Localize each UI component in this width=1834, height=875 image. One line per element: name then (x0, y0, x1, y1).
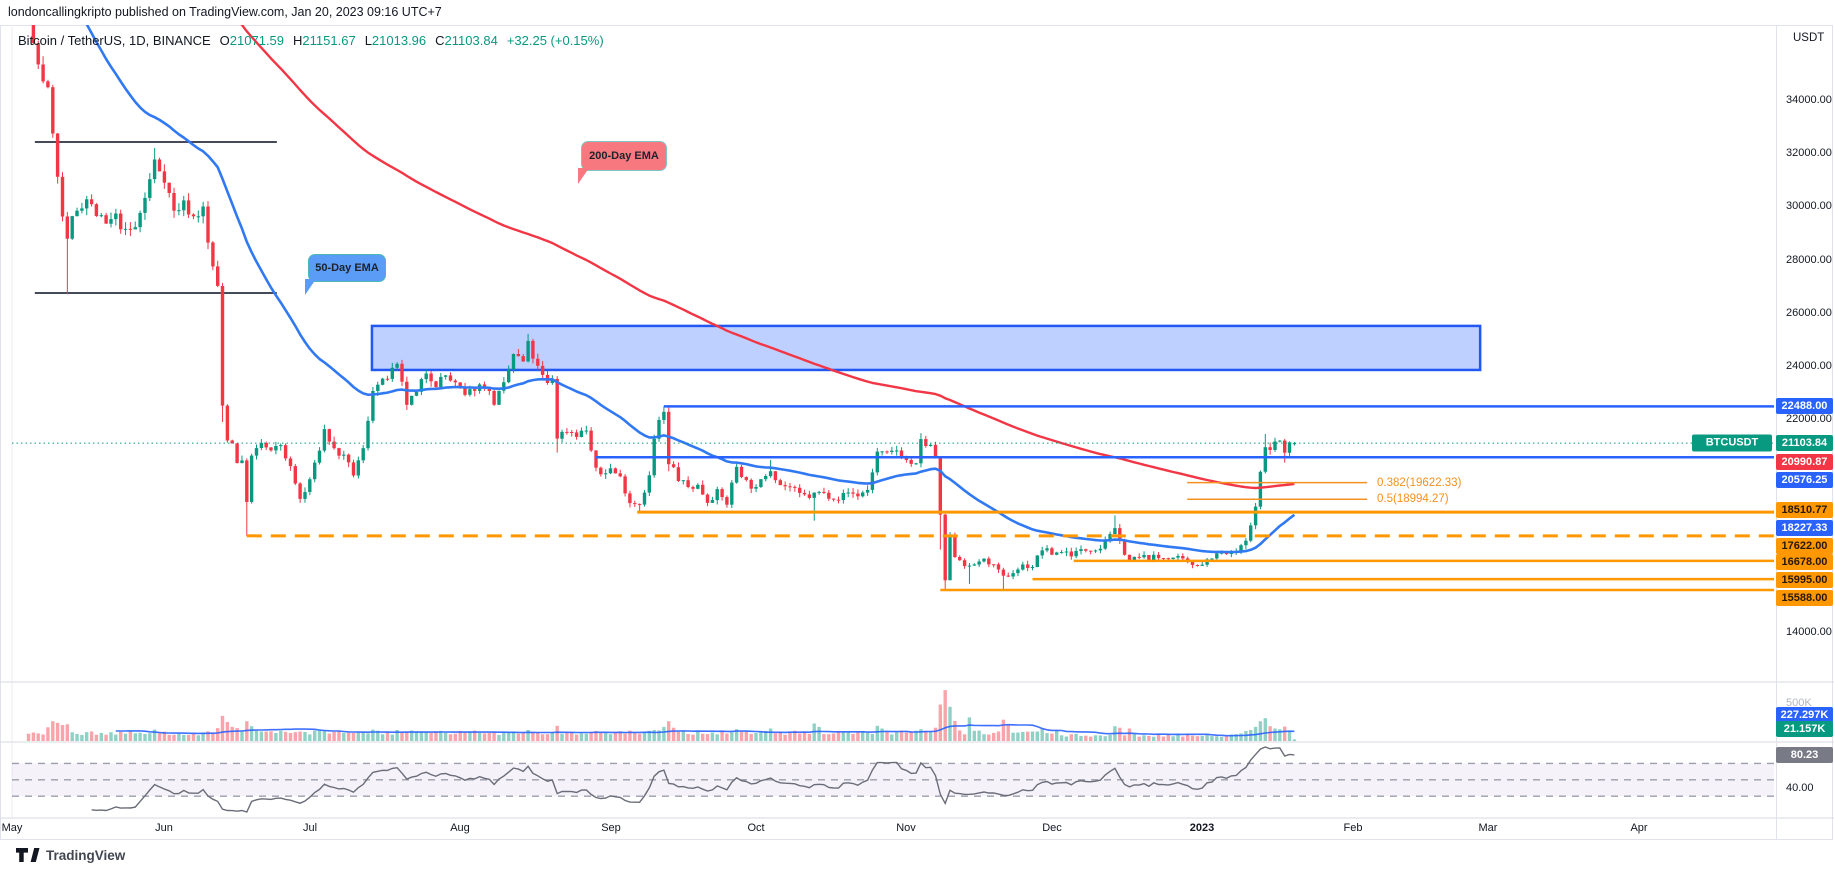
time-axis-month-label: Sep (601, 822, 621, 834)
axis-tick: 34000.00 (1786, 94, 1832, 106)
price-label: 21103.84 (1776, 435, 1833, 451)
axis-tick: 22000.00 (1786, 413, 1832, 425)
time-axis-month-label: Aug (450, 822, 470, 834)
time-axis-month-label: Jun (155, 822, 173, 834)
tradingview-brand-text: TradingView (46, 847, 126, 863)
time-axis-month-label: Feb (1343, 822, 1363, 834)
axis-tick: 14000.00 (1786, 626, 1832, 638)
price-label: 15995.00 (1776, 572, 1833, 588)
symbol-price-tag: BTCUSDT (1692, 434, 1772, 452)
publish-bar: londoncallingkripto published on Trading… (0, 0, 1834, 25)
ema-callout-tail (305, 279, 316, 295)
fib-level-label: 0.5(18994.27) (1377, 493, 1449, 506)
ema-callout[interactable]: 200-Day EMA (581, 141, 667, 171)
time-axis-month-label: 2023 (1189, 822, 1215, 834)
time-axis-month-label: Apr (1630, 822, 1648, 834)
price-label: 20990.87 (1776, 454, 1833, 470)
fib-level-label: 0.382(19622.33) (1377, 476, 1462, 489)
time-axis-month-label: Dec (1042, 822, 1062, 834)
axis-tick: 30000.00 (1786, 200, 1832, 212)
axis-tick: 500K (1786, 697, 1812, 709)
price-label: 15588.00 (1776, 590, 1833, 606)
axis-tick: 24000.00 (1786, 360, 1832, 372)
time-axis-month-label: Nov (896, 822, 916, 834)
price-label: 227.297K (1776, 707, 1833, 723)
axis-tick: 26000.00 (1786, 307, 1832, 319)
price-label: 17622.00 (1776, 538, 1833, 554)
time-axis-month-label: Jul (302, 822, 318, 834)
axis-tick: 28000.00 (1786, 254, 1832, 266)
tradingview-logo-icon (16, 848, 40, 862)
footer-bar: TradingView (0, 840, 1834, 875)
price-label: 18510.77 (1776, 502, 1833, 518)
price-label: 18227.33 (1776, 520, 1833, 536)
tradingview-brand[interactable]: TradingView (16, 847, 125, 863)
price-label: 20576.25 (1776, 472, 1833, 488)
ema-callout[interactable]: 50-Day EMA (308, 254, 386, 282)
axis-tick: 40.00 (1786, 782, 1814, 794)
time-axis-month-label: Oct (747, 822, 765, 834)
price-label: 16678.00 (1776, 554, 1833, 570)
time-axis-month-label: Mar (1478, 822, 1498, 834)
ema-callout-tail (578, 168, 589, 184)
time-axis-month-label: May (1, 822, 23, 834)
axis-tick: 32000.00 (1786, 147, 1832, 159)
price-label: 22488.00 (1776, 398, 1833, 414)
chart-frame (0, 25, 1833, 840)
price-label: 21.157K (1776, 721, 1833, 737)
price-axis-currency-label: USDT (1793, 32, 1825, 44)
price-label: 80.23 (1776, 747, 1833, 763)
publish-attribution-text: londoncallingkripto published on Trading… (8, 5, 442, 19)
